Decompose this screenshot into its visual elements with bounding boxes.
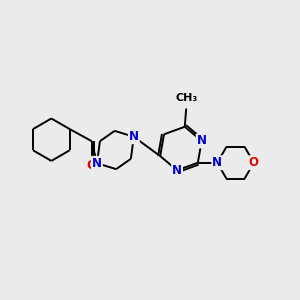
Text: CH₃: CH₃ [175, 93, 197, 103]
Text: O: O [249, 156, 259, 169]
Text: N: N [172, 164, 182, 177]
Text: N: N [92, 157, 102, 170]
Text: N: N [129, 130, 139, 143]
Text: N: N [212, 156, 222, 169]
Text: N: N [197, 134, 207, 148]
Text: O: O [86, 159, 97, 172]
